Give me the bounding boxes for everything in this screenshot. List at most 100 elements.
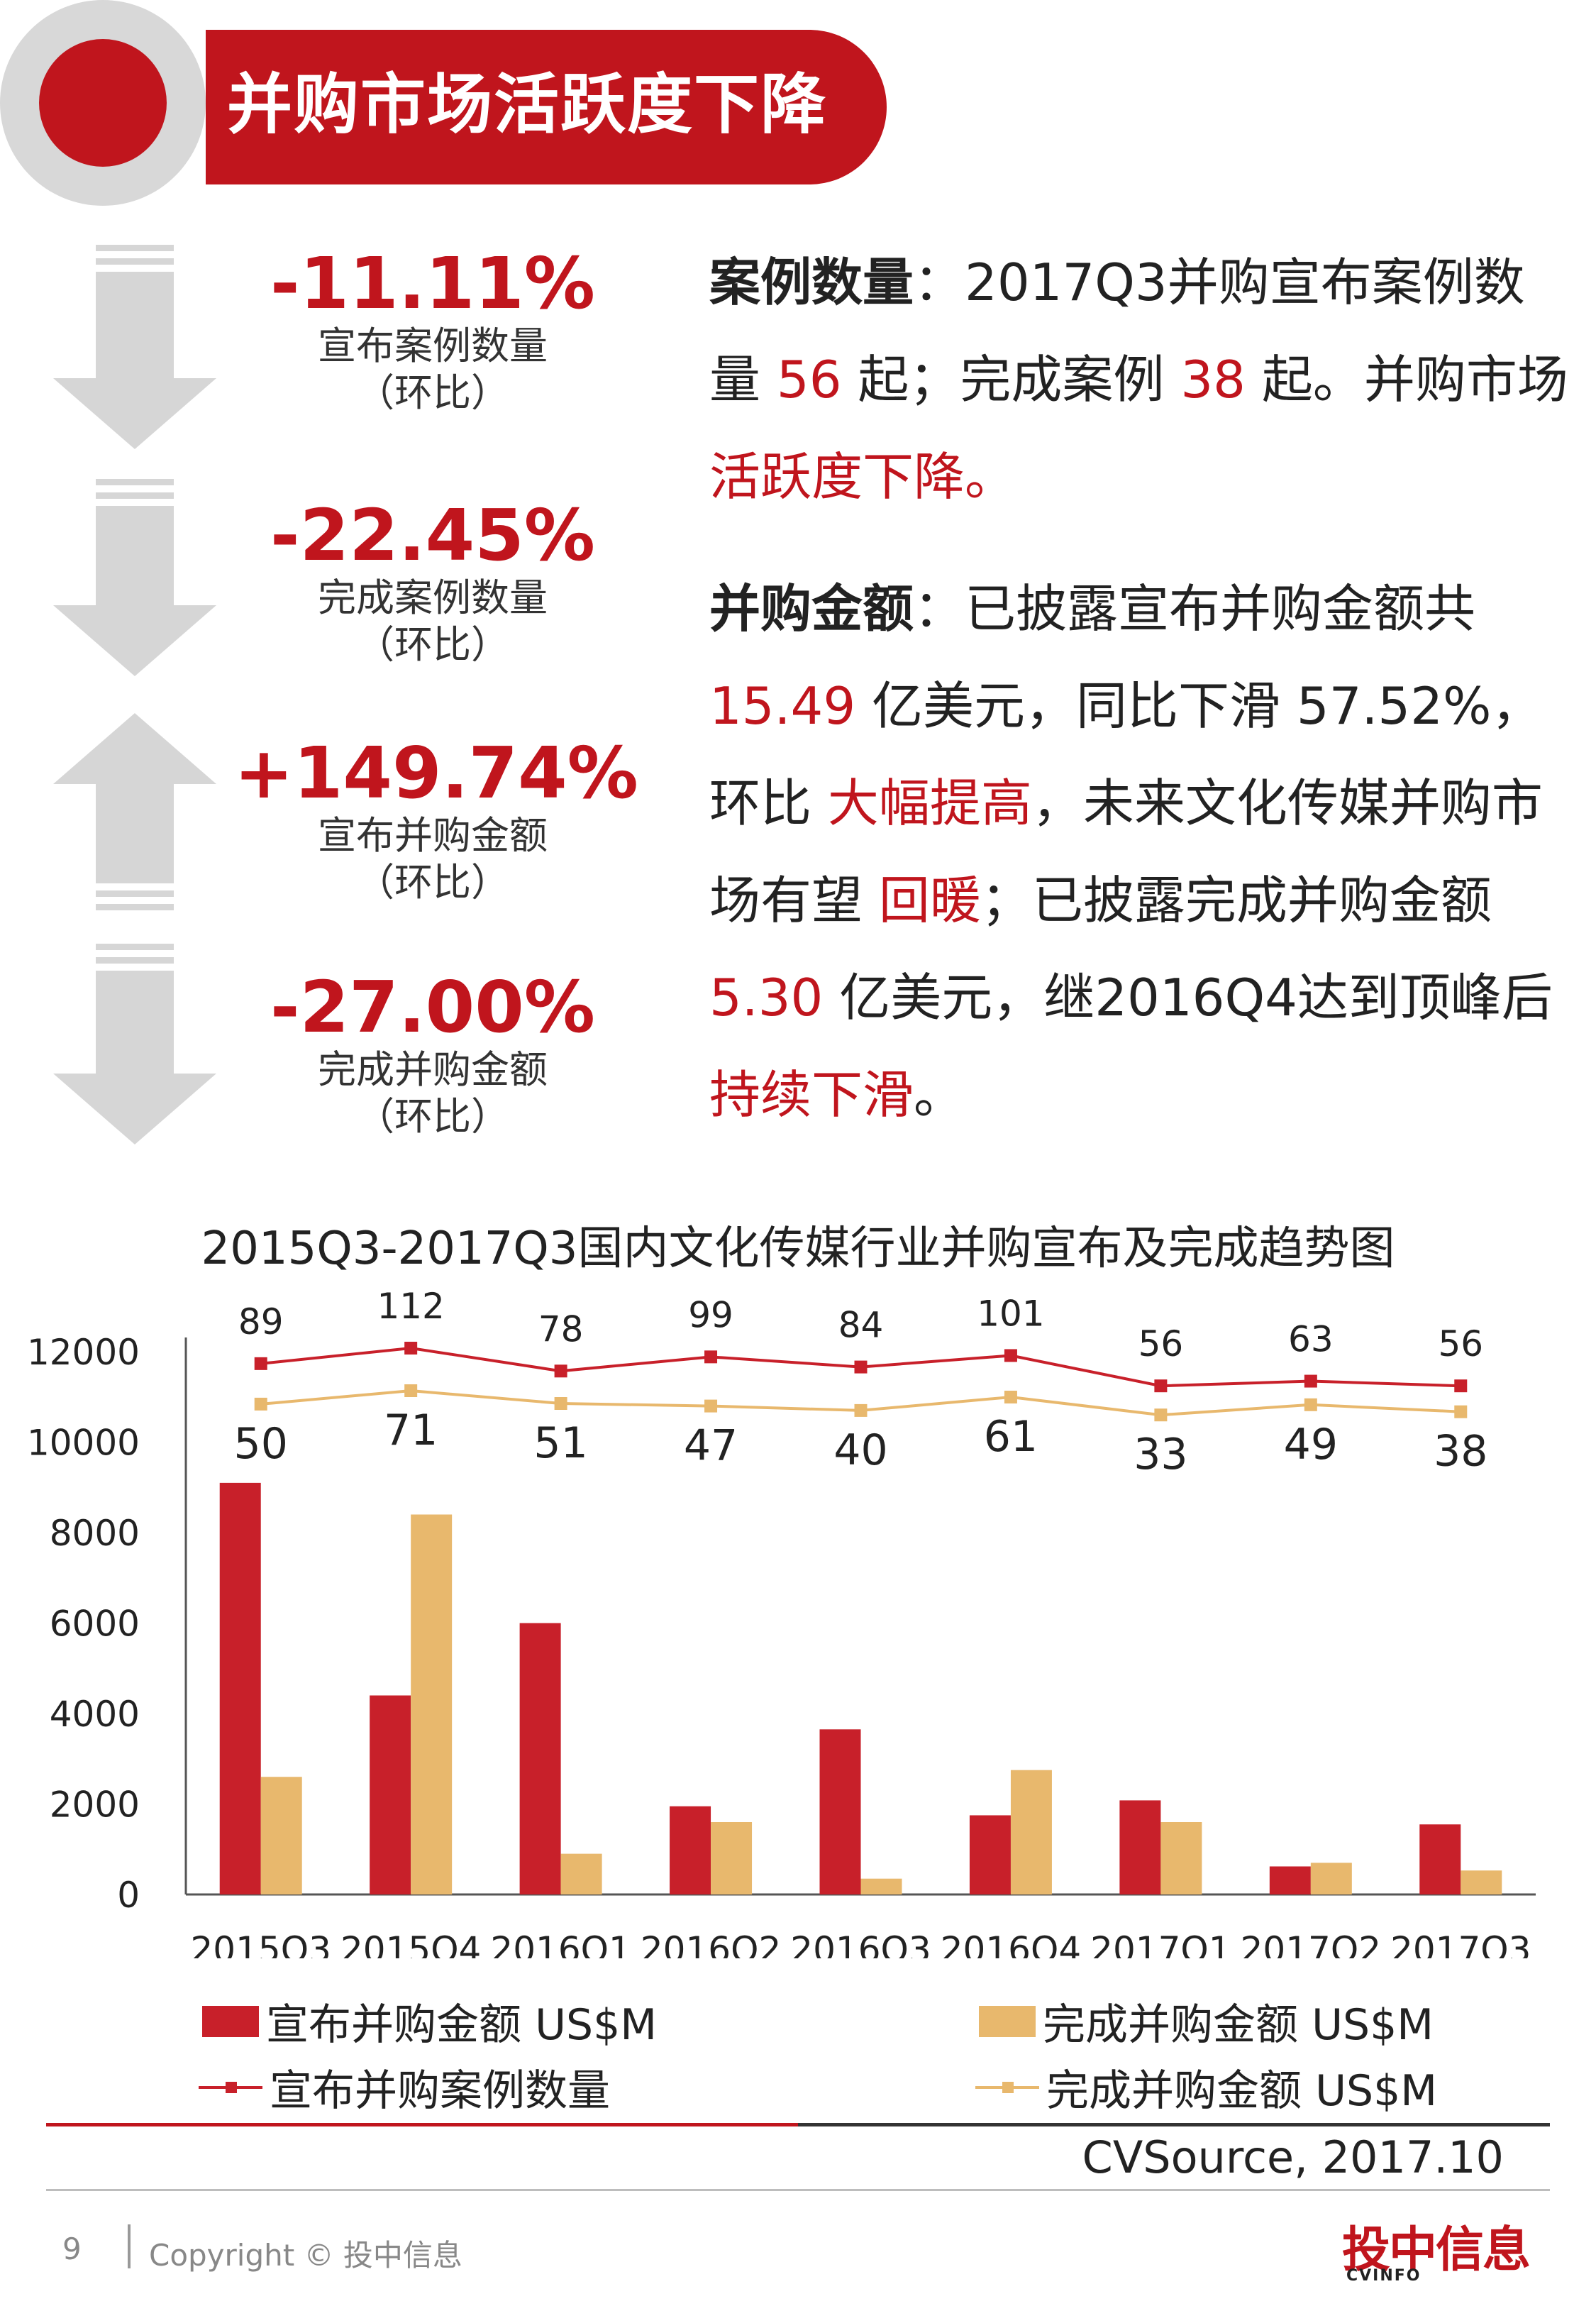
stat-label: 宣布案例数量 [318,324,548,368]
stat-value: -22.45% [270,494,595,577]
stat-announced-amount: +149.74% 宣布并购金额 （环比） [234,732,638,906]
x-tick-label: 2015Q4 [340,1929,481,1958]
data-label: 71 [384,1406,438,1455]
legend-label: 宣布并购金额 US$M [266,2000,658,2050]
data-label: 47 [684,1421,738,1471]
completed-count: 38 [1180,350,1246,409]
x-tick-label: 2017Q2 [1241,1929,1381,1958]
para-text: ；已披露完成并购金额 [980,871,1492,930]
data-label: 89 [238,1301,284,1342]
footer-separator [128,2224,131,2268]
bar [560,1853,602,1894]
data-label: 99 [688,1294,733,1335]
legend-line-marker [975,2072,1039,2103]
bar [1461,1870,1502,1894]
data-label: 49 [1284,1420,1338,1469]
bar [860,1878,902,1894]
para-text: 起；完成案例 [858,350,1165,409]
stat-announced-cases: -11.11% 宣布案例数量 （环比） [234,245,631,416]
para-text: 亿美元，同比下滑 57.52%，环比 [709,676,1543,833]
data-point [1154,1379,1168,1393]
trend-chart: 0 2000 4000 6000 8000 10000 12000 2015Q3 2015Q4 2… [27,1291,1536,1958]
bar [1419,1824,1461,1894]
x-tick-label: 2017Q1 [1090,1929,1231,1958]
data-point [1004,1349,1017,1362]
data-label: 101 [977,1293,1044,1334]
data-label: 51 [533,1418,587,1468]
deal-amount-paragraph: 并购金额：已披露宣布并购金额共 15.49 亿美元，同比下滑 57.52%，环比… [709,561,1575,1144]
data-label: 78 [538,1308,584,1350]
y-tick-label: 2000 [50,1784,140,1826]
legend-label: 完成并购金额 US$M [1046,2066,1438,2116]
legend-swatch [202,2005,259,2037]
data-point [704,1399,718,1413]
header-red-dot [39,39,167,167]
stat-sub: （环比） [356,622,509,667]
bar [260,1777,302,1894]
legend-item: 完成并购金额 US$M [975,2056,1437,2118]
para-text: 亿美元，继2016Q4达到顶峰后 [839,968,1553,1027]
legend-label: 宣布并购案例数量 [270,2066,610,2116]
legend-label: 完成并购金额 US$M [1043,2000,1434,2050]
data-label: 84 [838,1305,884,1346]
down-arrow-icon [53,245,216,449]
x-tick-label: 2016Q3 [790,1929,931,1958]
data-label: 38 [1434,1427,1487,1477]
footer-divider [46,2189,1550,2191]
case-count-paragraph: 案例数量：2017Q3并购宣布案例数量 56 起；完成案例 38 起。并购市场 … [709,234,1575,526]
data-label: 112 [377,1291,444,1327]
stat-completed-cases: -22.45% 完成案例数量 （环比） [234,497,631,668]
bar [1010,1770,1052,1894]
bar [370,1695,411,1894]
up-arrow-icon [53,713,216,917]
x-tick-label: 2015Q3 [191,1929,331,1958]
stat-label: 完成并购金额 [318,1047,548,1092]
down-arrow-icon [53,944,216,1144]
data-label: 50 [234,1419,288,1469]
divider [46,2123,798,2126]
para-text: ：2017Q3并购宣布案例数量 [709,253,1525,409]
data-label: 63 [1288,1319,1334,1360]
para-text: 起。并购市场 [1261,350,1568,409]
data-point [404,1384,418,1397]
y-tick-label: 12000 [27,1332,140,1373]
x-tick-label: 2016Q4 [941,1929,1081,1958]
para-text: ：已披露宣布并购金额共 [914,579,1476,639]
para-text: ，未来文化传媒并购市场有望 [709,773,1543,930]
divider [798,2123,1550,2126]
bar [819,1729,861,1894]
y-tick-label: 6000 [50,1604,140,1645]
highlight: 活跃度下降。 [709,447,1016,507]
bar [1310,1863,1352,1894]
stat-value: +149.74% [234,732,638,815]
chart-title: 2015Q3-2017Q3国内文化传媒行业并购宣布及完成趋势图 [201,1223,1395,1275]
data-point [254,1397,267,1411]
bar [519,1623,561,1894]
legend-item: 宣布并购案例数量 [199,2056,610,2118]
announced-count: 56 [776,350,842,409]
data-point [1004,1391,1017,1403]
down-arrow-icon [53,479,216,676]
data-point [1454,1405,1468,1418]
y-tick-label: 8000 [50,1513,140,1554]
stat-sub: （环比） [356,1094,509,1139]
announced-amount: 15.49 [709,676,856,736]
copyright: Copyright © 投中信息 [149,2238,462,2273]
legend-item: 宣布并购金额 US$M [202,1990,657,2052]
bar [411,1514,453,1894]
stat-sub: （环比） [356,370,509,415]
stat-sub: （环比） [356,860,509,905]
data-label: 56 [1438,1323,1483,1364]
completed-amount: 5.30 [709,968,824,1027]
para-heading: 并购金额 [709,579,914,639]
stat-completed-amount: -27.00% 完成并购金额 （环比） [234,969,631,1140]
data-point [554,1397,567,1410]
data-label: 56 [1138,1323,1184,1364]
data-label: 61 [984,1412,1038,1462]
x-tick-label: 2016Q1 [490,1929,631,1958]
data-point [1154,1408,1168,1422]
bar [219,1482,261,1894]
logo: 投中信息 [1342,2222,1531,2278]
highlight: 持续下滑 [709,1065,914,1125]
bar [969,1815,1011,1894]
